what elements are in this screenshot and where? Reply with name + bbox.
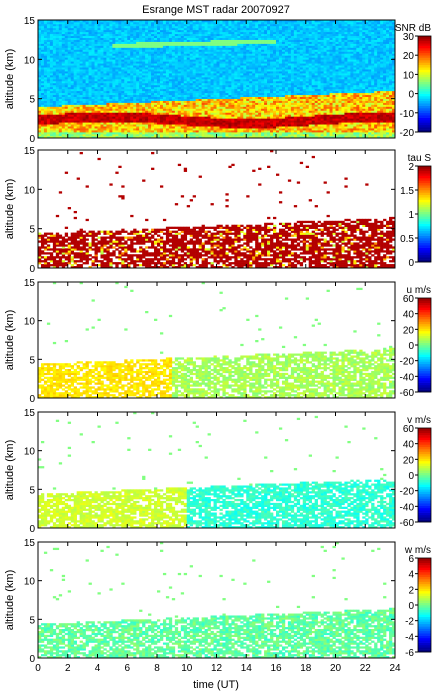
colorbar-tick-label: 4 bbox=[408, 570, 414, 581]
x-tick-label: 12 bbox=[211, 663, 223, 674]
colorbar-tick-label: 10 bbox=[403, 70, 415, 81]
colorbar-tick-label: 0 bbox=[408, 471, 414, 482]
x-tick-label: 24 bbox=[389, 663, 401, 674]
heatmap-snr bbox=[38, 20, 396, 139]
y-axis-label: altitude (km) bbox=[4, 179, 16, 240]
colorbar-label: w m/s bbox=[404, 545, 431, 556]
colorbar-tick-label: 0 bbox=[408, 601, 414, 612]
y-tick-label: 10 bbox=[24, 577, 36, 588]
colorbar-label: SNR dB bbox=[395, 23, 431, 34]
colorbar-tick-label: 20 bbox=[403, 51, 415, 62]
x-tick-label: 10 bbox=[181, 663, 193, 674]
x-axis-label: time (UT) bbox=[193, 679, 239, 691]
colorbar-tick-label: 60 bbox=[403, 424, 415, 435]
colorbar-tick-label: -40 bbox=[400, 502, 415, 513]
x-tick-label: 6 bbox=[124, 663, 130, 674]
colorbar-tick-label: -20 bbox=[400, 128, 415, 139]
colorbar-tick-label: 60 bbox=[403, 294, 415, 305]
panel-u: 0 5 10 15 altitude (km) u m/s60 40 20 0 -20 -40 -60 bbox=[4, 278, 432, 405]
colorbar-tick-label: -40 bbox=[400, 372, 415, 383]
y-tick-label: 5 bbox=[29, 615, 35, 626]
x-tick-label: 2 bbox=[65, 663, 71, 674]
colorbar-tick-label: -60 bbox=[400, 388, 415, 399]
colorbar-tick-label: -20 bbox=[400, 357, 415, 368]
colorbar-tick-label: -6 bbox=[405, 648, 414, 659]
y-tick-label: 15 bbox=[24, 16, 36, 27]
heatmap-v bbox=[38, 412, 396, 529]
colorbar-tick-label: -60 bbox=[400, 518, 415, 529]
colorbar-tick-label: 0 bbox=[408, 341, 414, 352]
colorbar-u: u m/s60 40 20 0 -20 -40 -60 bbox=[400, 285, 432, 399]
y-tick-label: 10 bbox=[24, 317, 36, 328]
colorbar-tick-label: 0 bbox=[408, 90, 414, 101]
x-tick-label: 22 bbox=[360, 663, 372, 674]
panel-tau: 0 5 10 15 altitude (km) tau S2 1.5 1 0.5 0 bbox=[4, 146, 432, 275]
colorbar-label: v m/s bbox=[407, 415, 431, 426]
colorbar-tick-label: -4 bbox=[405, 632, 414, 643]
heatmap-w bbox=[38, 542, 396, 659]
x-tick-label: 8 bbox=[154, 663, 160, 674]
y-axis-label: altitude (km) bbox=[4, 49, 16, 110]
colorbar-tau: tau S2 1.5 1 0.5 0 bbox=[400, 153, 432, 269]
y-tick-label: 5 bbox=[29, 355, 35, 366]
colorbar-tick-label: -20 bbox=[400, 487, 415, 498]
colorbar-tick-label: 2 bbox=[408, 585, 414, 596]
y-tick-label: 0 bbox=[29, 394, 35, 405]
colorbar-tick-label: 0 bbox=[408, 258, 414, 269]
colorbar-v: v m/s60 40 20 0 -20 -40 -60 bbox=[400, 415, 432, 529]
colorbar-tick-label: 40 bbox=[403, 440, 415, 451]
y-tick-label: 5 bbox=[29, 225, 35, 236]
y-tick-label: 10 bbox=[24, 447, 36, 458]
colorbar-tick-label: -2 bbox=[405, 617, 414, 628]
colorbar-tick-label: 1.5 bbox=[400, 186, 414, 197]
y-tick-label: 15 bbox=[24, 146, 36, 157]
x-tick-label: 20 bbox=[330, 663, 342, 674]
y-tick-label: 15 bbox=[24, 538, 36, 549]
y-tick-label: 5 bbox=[29, 485, 35, 496]
y-tick-label: 15 bbox=[24, 278, 36, 289]
colorbar-label: tau S bbox=[408, 153, 432, 164]
colorbar-tick-label: 2 bbox=[408, 162, 414, 173]
chart-title: Esrange MST radar 20070927 bbox=[142, 4, 290, 16]
colorbar-tick-label: 20 bbox=[403, 455, 415, 466]
colorbar-label: u m/s bbox=[407, 285, 431, 296]
colorbar-tick-label: 40 bbox=[403, 310, 415, 321]
x-tick-label: 0 bbox=[35, 663, 41, 674]
y-tick-label: 10 bbox=[24, 55, 36, 66]
y-tick-label: 0 bbox=[29, 264, 35, 275]
x-tick-label: 18 bbox=[300, 663, 312, 674]
y-axis-label: altitude (km) bbox=[4, 440, 16, 501]
heatmap-u bbox=[38, 282, 396, 399]
x-tick-label: 14 bbox=[241, 663, 253, 674]
colorbar-tick-label: 1 bbox=[408, 210, 414, 221]
colorbar-w: w m/s6 4 2 0 -2 -4 -6 bbox=[404, 545, 432, 659]
colorbar-tick-label: 30 bbox=[403, 32, 415, 43]
y-tick-label: 0 bbox=[29, 134, 35, 145]
y-axis-label: altitude (km) bbox=[4, 570, 16, 631]
x-tick-label: 4 bbox=[95, 663, 101, 674]
panel-v: 0 5 10 15 altitude (km) v m/s60 40 20 0 -20 -40 -60 bbox=[4, 408, 432, 535]
y-tick-label: 10 bbox=[24, 185, 36, 196]
heatmap-tau bbox=[38, 150, 396, 269]
y-axis-label: altitude (km) bbox=[4, 310, 16, 371]
colorbar-tick-label: 0.5 bbox=[400, 234, 414, 245]
y-tick-label: 0 bbox=[29, 654, 35, 665]
y-tick-label: 15 bbox=[24, 408, 36, 419]
colorbar-tick-label: 20 bbox=[403, 325, 415, 336]
colorbar-tick-label: 6 bbox=[408, 554, 414, 565]
y-tick-label: 5 bbox=[29, 95, 35, 106]
x-tick-label: 16 bbox=[270, 663, 282, 674]
y-tick-label: 0 bbox=[29, 524, 35, 535]
colorbar-tick-label: -10 bbox=[400, 109, 415, 120]
